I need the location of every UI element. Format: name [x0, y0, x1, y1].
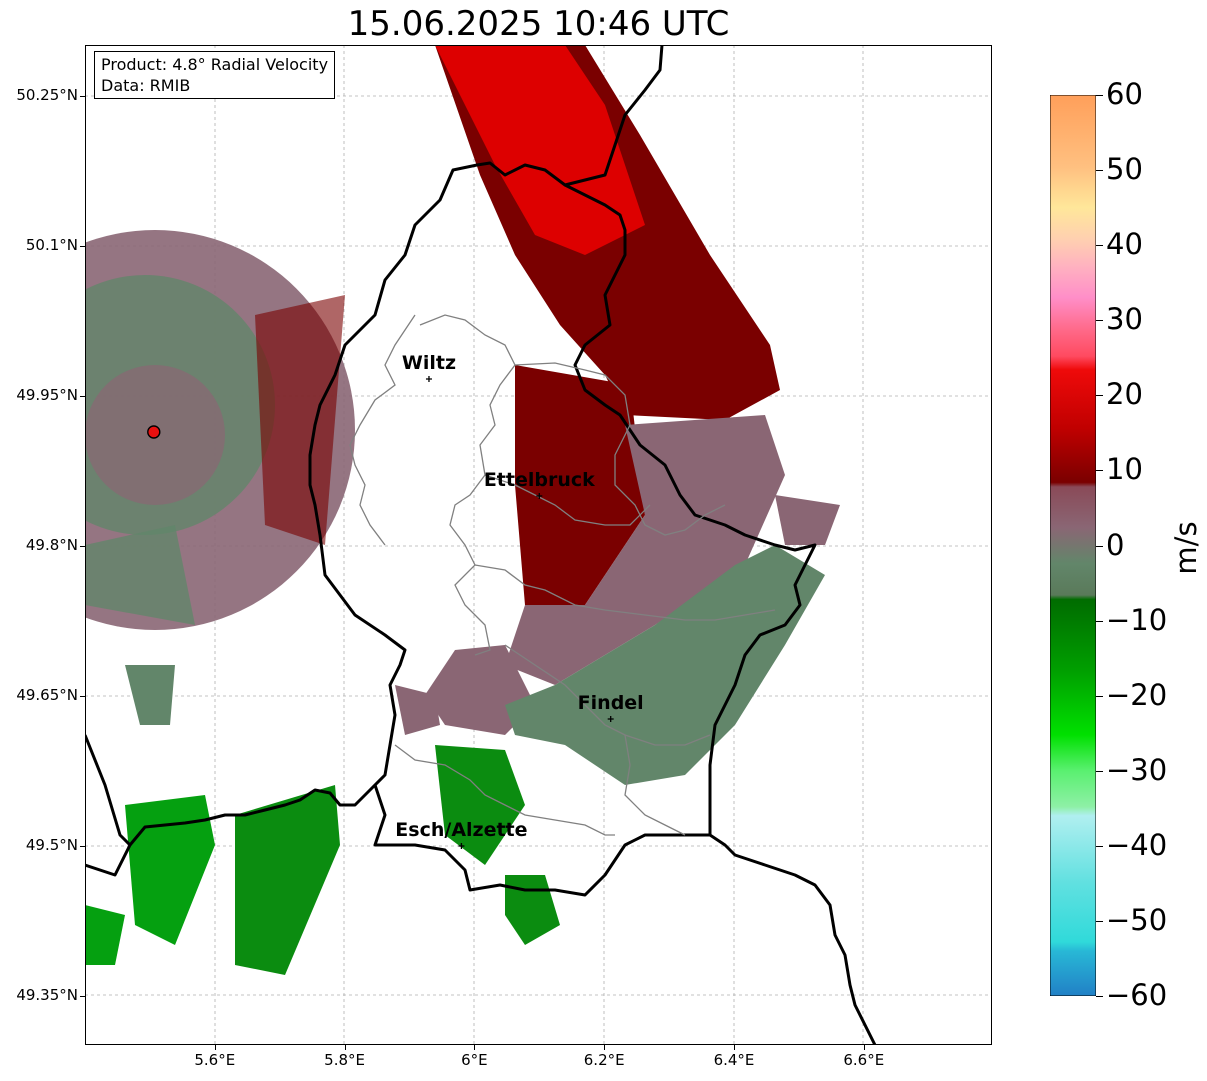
latitude-label: 49.95°N: [16, 386, 78, 404]
colorbar-label: 20: [1106, 377, 1143, 412]
colorbar-unit: m/s: [1169, 521, 1203, 575]
colorbar-label: 30: [1106, 302, 1143, 337]
colorbar-tick: [1096, 95, 1103, 96]
latitude-tick: [80, 396, 85, 397]
data-source-text: Data: RMIB: [101, 76, 191, 95]
colorbar-tick: [1096, 320, 1103, 322]
colorbar-tick: [1096, 996, 1103, 997]
colorbar-label: 60: [1106, 77, 1143, 111]
city-label: Findel: [578, 692, 644, 714]
colorbar-tick: [1096, 770, 1103, 772]
city-label: Esch/Alzette: [395, 819, 527, 841]
latitude-tick: [80, 246, 85, 247]
colorbar-tick: [1096, 245, 1103, 247]
latitude-tick: [80, 96, 85, 97]
colorbar-label: −30: [1106, 752, 1168, 787]
colorbar-tick: [1096, 695, 1103, 697]
latitude-label: 50.25°N: [16, 86, 78, 104]
city-marker[interactable]: Ettelbruck: [484, 469, 595, 499]
longitude-tick: [214, 1045, 216, 1050]
city-marker[interactable]: Esch/Alzette: [395, 819, 528, 849]
colorbar-label: −10: [1106, 602, 1168, 637]
info-box: Product: 4.8° Radial Velocity Data: RMIB: [94, 51, 336, 99]
longitude-tick: [344, 1045, 346, 1050]
latitude-tick: [80, 996, 85, 997]
longitude-label: 5.8°E: [324, 1051, 366, 1069]
colorbar-tick: [1096, 920, 1103, 922]
colorbar-label: 0: [1106, 527, 1125, 562]
longitude-label: 6.2°E: [583, 1051, 625, 1069]
colorbar-tick: [1096, 620, 1103, 622]
country-borders: [85, 45, 877, 1045]
city-marker[interactable]: Wiltz: [402, 352, 456, 382]
map-title: 15.06.2025 10:46 UTC: [347, 4, 730, 44]
velocity-colorbar: [1050, 95, 1096, 996]
longitude-tick: [604, 1045, 606, 1050]
latitude-label: 49.8°N: [25, 536, 78, 554]
city-marker[interactable]: Findel: [578, 692, 644, 722]
city-label: Wiltz: [402, 352, 456, 374]
longitude-label: 6°E: [461, 1051, 488, 1069]
colorbar-tick: [1096, 545, 1103, 547]
colorbar-tick: [1096, 845, 1103, 847]
colorbar-label: 50: [1106, 152, 1143, 187]
latitude-tick: [80, 546, 85, 547]
radar-site-marker[interactable]: [147, 425, 161, 439]
longitude-tick: [863, 1045, 865, 1050]
longitude-label: 5.6°E: [194, 1051, 236, 1069]
canton-borders: [349, 314, 776, 836]
longitude-tick: [734, 1045, 735, 1050]
colorbar-label: 40: [1106, 227, 1143, 262]
latitude-label: 49.35°N: [16, 986, 78, 1004]
radar-echoes: [85, 45, 840, 975]
colorbar-label: −50: [1106, 902, 1168, 937]
colorbar-tick: [1096, 395, 1103, 397]
colorbar-label: −60: [1106, 978, 1168, 1012]
echo-green-southwest: [125, 795, 215, 945]
colorbar-label: −20: [1106, 677, 1168, 712]
latitude-label: 49.5°N: [25, 836, 78, 854]
city-markers: Wiltz Ettelbruck Findel Esch/Alzette: [395, 352, 644, 849]
echo-grey-green-band: [505, 545, 825, 785]
latitude-tick: [80, 846, 85, 847]
colorbar-tick: [1096, 170, 1103, 172]
radar-map[interactable]: Wiltz Ettelbruck Findel Esch/Alzette: [85, 45, 992, 1045]
longitude-label: 6.6°E: [843, 1051, 885, 1069]
colorbar-tick: [1096, 470, 1103, 472]
product-text: Product: 4.8° Radial Velocity: [101, 55, 329, 74]
colorbar-label: −40: [1106, 827, 1168, 862]
city-label: Ettelbruck: [484, 469, 595, 491]
longitude-label: 6.4°E: [713, 1051, 755, 1069]
colorbar-label: 10: [1106, 452, 1143, 487]
latitude-label: 49.65°N: [16, 686, 78, 704]
latitude-tick: [80, 696, 85, 697]
latitude-label: 50.1°N: [25, 236, 78, 254]
radar-map-canvas: Wiltz Ettelbruck Findel Esch/Alzette: [85, 45, 992, 1045]
longitude-tick: [474, 1045, 476, 1050]
